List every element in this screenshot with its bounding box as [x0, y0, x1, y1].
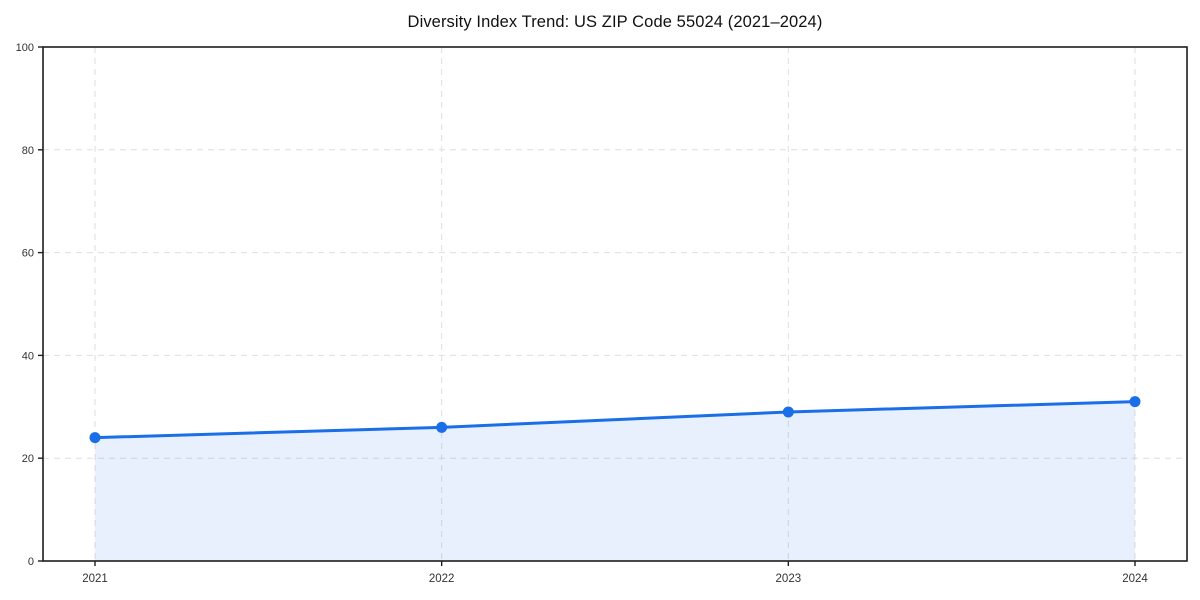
data-point-2022 — [436, 421, 448, 433]
data-point-2023 — [782, 406, 794, 418]
data-point-2021 — [89, 432, 101, 444]
x-tick-label: 2024 — [1122, 573, 1148, 585]
y-tick-label: 0 — [28, 556, 34, 568]
x-tick-label: 2022 — [429, 573, 455, 585]
plot-border — [42, 46, 1188, 562]
x-tick-label: 2021 — [82, 573, 108, 585]
x-tick-label: 2023 — [776, 573, 802, 585]
y-tick-label: 80 — [22, 145, 34, 157]
y-tick-label: 100 — [16, 42, 34, 54]
chart-title: Diversity Index Trend: US ZIP Code 55024… — [407, 13, 823, 31]
y-tick-label: 60 — [22, 248, 34, 260]
data-point-2024 — [1129, 396, 1141, 408]
y-tick-label: 20 — [22, 453, 34, 465]
trend-line — [93, 400, 1137, 440]
y-tick-label: 40 — [22, 350, 34, 362]
area-fill — [95, 401, 1135, 561]
